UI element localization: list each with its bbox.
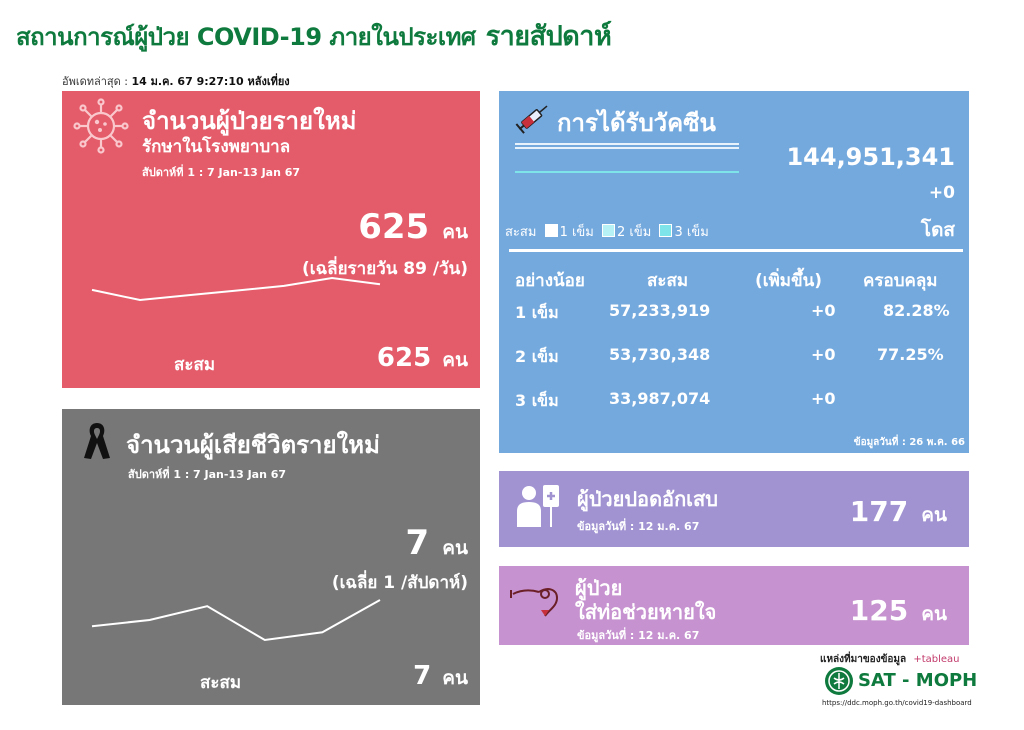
virus-icon <box>73 98 129 154</box>
data-source-label: แหล่งที่มาของข้อมูล <box>820 654 907 665</box>
dose-2-label: 2 เข็ม <box>515 347 559 366</box>
deaths-average: (เฉลี่ย 1 /สัปดาห์) <box>331 573 468 593</box>
vaccine-title: การได้รับวัคซีน <box>557 109 716 137</box>
new-cases-subtitle: รักษาในโรงพยาบาล <box>142 137 291 157</box>
legend-item-1: 1 เข็ม <box>559 225 594 240</box>
deaths-cumulative-label: สะสม <box>200 673 242 693</box>
deaths-count-group: 7 คน <box>406 523 468 563</box>
new-cases-cumulative-group: 625 คน <box>377 343 468 375</box>
vaccine-divider <box>509 249 963 252</box>
new-cases-count: 625 <box>358 207 430 247</box>
dose-3-delta: +0 <box>811 389 836 408</box>
dose-2-total: 53,730,348 <box>609 345 711 364</box>
ribbon-icon <box>84 423 110 459</box>
page-title: สถานการณ์ผู้ป่วย COVID-19 ภายในประเทศ ราย… <box>16 21 612 52</box>
source-url[interactable]: https://ddc.moph.go.th/covid19-dashboard <box>822 699 972 707</box>
dose-3-label: 3 เข็ม <box>515 391 559 410</box>
data-source: แหล่งที่มาของข้อมูล +tableau <box>820 652 960 667</box>
ventilator-data-date: ข้อมูลวันที่ : 12 ม.ค. 67 <box>577 629 700 642</box>
moph-logo-icon <box>825 667 853 695</box>
ventilator-icon <box>510 588 559 617</box>
new-cases-unit: คน <box>442 221 468 243</box>
deaths-cumulative-group: 7 คน <box>413 661 468 693</box>
col-at-least: อย่างน้อย <box>515 271 585 291</box>
col-increase: (เพิ่มขึ้น) <box>755 271 823 291</box>
vaccine-divider-top <box>515 143 739 145</box>
vaccine-data-date: ข้อมูลวันที่ : 26 พ.ค. 66 <box>853 437 965 448</box>
pneumonia-count-group: 177 คน <box>850 495 947 530</box>
deaths-cumulative: 7 <box>413 661 432 691</box>
pneumonia-count: 177 <box>849 495 909 528</box>
tableau-logo: +tableau <box>913 654 960 665</box>
new-cases-trend-line <box>91 276 381 302</box>
dose-1-delta: +0 <box>811 301 836 320</box>
deaths-cumulative-unit: คน <box>442 667 468 689</box>
vaccine-legend-label: สะสม <box>505 225 537 240</box>
ventilator-count: 125 <box>849 594 909 627</box>
new-cases-cumulative-label: สะสม <box>174 355 216 375</box>
ventilator-panel: ผู้ป่วย ใส่ท่อช่วยหายใจ ข้อมูลวันที่ : 1… <box>499 566 969 645</box>
deaths-count: 7 <box>405 523 430 563</box>
new-cases-week: สัปดาห์ที่ 1 : 7 Jan-13 Jan 67 <box>142 166 301 179</box>
dose-1-total: 57,233,919 <box>609 301 711 320</box>
new-cases-cumulative-unit: คน <box>442 349 468 371</box>
deaths-panel: จำนวนผู้เสียชีวิตรายใหม่ สัปดาห์ที่ 1 : … <box>62 409 480 705</box>
ventilator-title-2: ใส่ท่อช่วยหายใจ <box>575 600 717 624</box>
dose-2-delta: +0 <box>811 345 836 364</box>
patient-icon <box>517 485 559 527</box>
syringe-icon <box>515 105 548 134</box>
page-title-suffix: รายสัปดาห์ <box>485 21 612 52</box>
vaccine-delta: +0 <box>928 183 955 203</box>
dose-3-total: 33,987,074 <box>609 389 711 408</box>
last-updated: อัพเดทล่าสุด : 14 ม.ค. 67 9:27:10 หลังเท… <box>62 75 290 88</box>
ventilator-unit: คน <box>921 603 947 625</box>
deaths-trend-line <box>91 599 381 642</box>
deaths-week: สัปดาห์ที่ 1 : 7 Jan-13 Jan 67 <box>128 468 287 481</box>
legend-swatch-2 <box>602 224 616 237</box>
dose-2-coverage: 77.25% <box>877 345 944 364</box>
col-coverage: ครอบคลุม <box>863 271 938 291</box>
vaccine-divider-cyan <box>515 171 739 173</box>
ventilator-title-1: ผู้ป่วย <box>575 576 623 600</box>
new-cases-panel: จำนวนผู้ป่วยรายใหม่ รักษาในโรงพยาบาล สัป… <box>62 91 480 388</box>
deaths-title: จำนวนผู้เสียชีวิตรายใหม่ <box>126 431 380 459</box>
pneumonia-title: ผู้ป่วยปอดอักเสบ <box>577 487 718 511</box>
sat-moph-label: SAT - MOPH <box>858 670 978 691</box>
legend-swatch-1 <box>544 224 558 237</box>
legend-item-2: 2 เข็ม <box>617 225 652 240</box>
legend-item-3: 3 เข็ม <box>674 225 709 240</box>
pneumonia-panel: ผู้ป่วยปอดอักเสบ ข้อมูลวันที่ : 12 ม.ค. … <box>499 471 969 547</box>
dose-1-coverage: 82.28% <box>883 301 950 320</box>
pneumonia-unit: คน <box>921 504 947 526</box>
ventilator-count-group: 125 คน <box>850 594 947 629</box>
pneumonia-data-date: ข้อมูลวันที่ : 12 ม.ค. 67 <box>577 520 700 533</box>
vaccine-legend: สะสม 1 เข็ม 2 เข็ม 3 เข็ม <box>505 221 709 242</box>
dose-1-label: 1 เข็ม <box>515 303 559 322</box>
last-updated-value: 14 ม.ค. 67 9:27:10 หลังเที่ยง <box>131 75 290 88</box>
new-cases-title: จำนวนผู้ป่วยรายใหม่ <box>142 107 357 135</box>
new-cases-cumulative: 625 <box>376 343 432 373</box>
new-cases-count-group: 625 คน <box>358 207 468 247</box>
legend-swatch-3 <box>659 224 673 237</box>
col-cumulative: สะสม <box>647 271 689 291</box>
vaccine-total: 144,951,341 <box>786 143 955 171</box>
new-cases-average: (เฉลี่ยรายวัน 89 /วัน) <box>302 259 468 279</box>
vaccine-divider-top-2 <box>515 147 739 149</box>
deaths-unit: คน <box>442 537 468 559</box>
vaccine-unit: โดส <box>920 219 955 241</box>
vaccine-panel: การได้รับวัคซีน 144,951,341 +0 สะสม 1 เข… <box>499 91 969 453</box>
